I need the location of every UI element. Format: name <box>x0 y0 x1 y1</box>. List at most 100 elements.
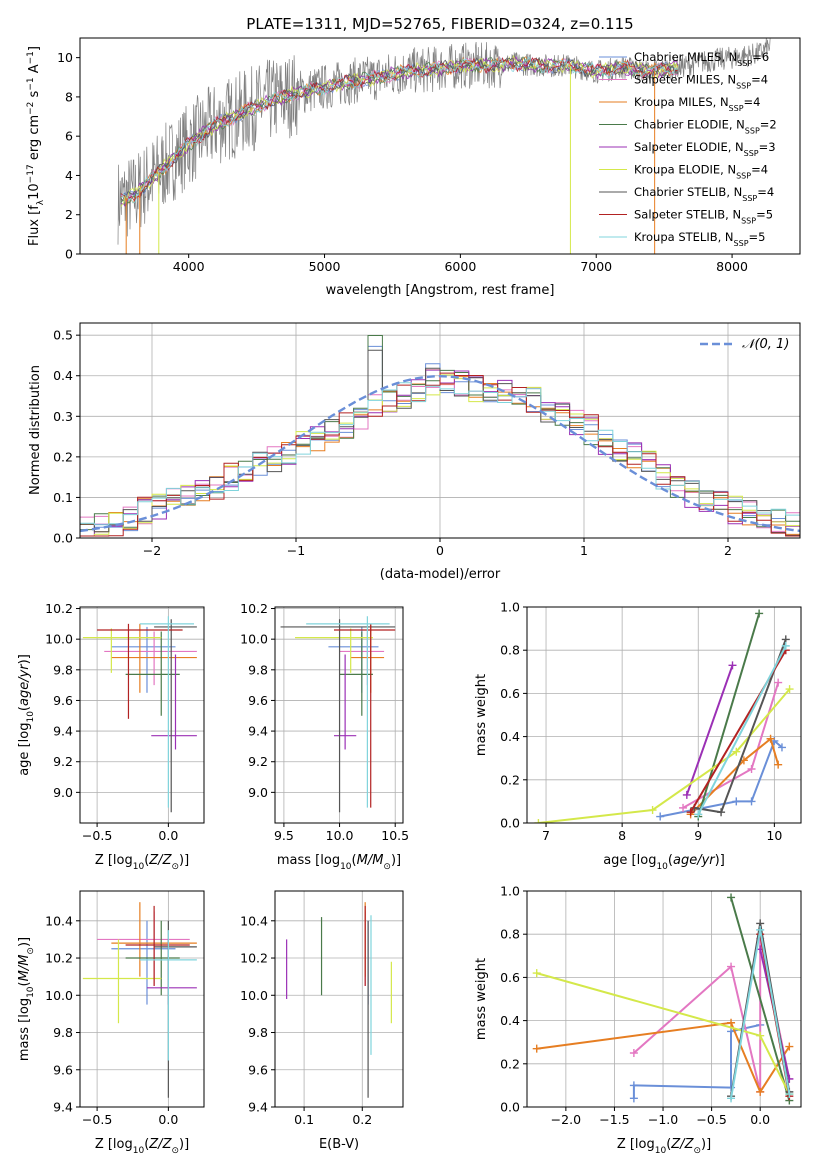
x-axis-label-part: 10 <box>340 862 352 872</box>
legend-text: Salpeter MILES, N <box>634 73 736 87</box>
weight-marker-kroupa_elodie <box>785 685 794 694</box>
legend-text: Kroupa ELODIE, N <box>634 163 736 177</box>
x-tick-label: 9.5 <box>274 828 294 843</box>
weight-marker-kroupa_miles <box>727 1018 736 1027</box>
legend-label-salpeter_miles: Salpeter MILES, NSSP=4 <box>634 73 768 91</box>
y-tick-label: 0.4 <box>500 1013 520 1028</box>
legend-text: Chabrier ELODIE, N <box>634 118 745 132</box>
y-tick-label: 0.1 <box>53 490 73 505</box>
y-tick-label: 0 <box>65 247 73 262</box>
x-axis-label-part: ( <box>668 853 673 868</box>
y-tick-label: 0.6 <box>500 686 520 701</box>
x-axis-label-part: Z [log <box>95 1137 133 1152</box>
model-line-salpeter_stelib <box>120 57 678 202</box>
legend-tail: =6 <box>752 50 769 64</box>
x-tick-label: 10.0 <box>326 828 354 843</box>
weight-marker-chabrier_stelib <box>717 808 726 817</box>
weight-line-kroupa_stelib <box>697 645 787 815</box>
weight-marker-chabrier_miles <box>656 812 665 821</box>
x-axis-label-part: )] <box>179 853 189 868</box>
x-tick-label: −0.5 <box>82 1112 112 1127</box>
y-tick-label: 9.0 <box>53 785 73 800</box>
y-tick-label: 9.2 <box>248 754 268 769</box>
y-tick-label: 0.6 <box>500 970 520 985</box>
legend-text: Chabrier MILES, N <box>634 50 737 64</box>
mass_vs_EBV-plot <box>286 902 392 1098</box>
model-line-kroupa_stelib <box>120 57 679 204</box>
age_vs_Z-plot <box>82 616 197 813</box>
legend-tail: =4 <box>757 185 774 199</box>
x-tick-label: 5000 <box>309 259 341 274</box>
y-axis-label-part: −2 <box>26 102 36 115</box>
x-tick-label: 7 <box>542 828 550 843</box>
legend-label-kroupa_elodie: Kroupa ELODIE, NSSP=4 <box>634 163 768 181</box>
legend-label-chabrier_miles: Chabrier MILES, NSSP=6 <box>634 50 769 68</box>
weight-marker-salpeter_miles <box>774 678 783 687</box>
weight-marker-salpeter_miles <box>679 803 688 812</box>
legend-tail: =5 <box>749 230 766 244</box>
weight-marker-kroupa_stelib <box>727 1094 736 1103</box>
weight-marker-kroupa_miles <box>756 1087 765 1096</box>
y-tick-label: 0.5 <box>53 328 73 343</box>
legend-sub: SSP <box>744 149 759 158</box>
y-axis-label-part: ⊙ <box>26 947 36 955</box>
x-axis-label-part: )] <box>391 853 401 868</box>
weight-marker-chabrier_elodie <box>755 609 764 618</box>
x-axis-label-part: ⊙ <box>171 862 179 872</box>
legend-text: Salpeter ELODIE, N <box>634 140 744 154</box>
weight_vs_Z-plot <box>532 893 794 1105</box>
legend-tail: =4 <box>744 95 761 109</box>
legend-label-kroupa_stelib: Kroupa STELIB, NSSP=5 <box>634 230 765 248</box>
spectrum-plot <box>117 38 771 254</box>
x-axis-label-part: ⊙ <box>693 1146 701 1156</box>
y-tick-label: 10.2 <box>45 951 73 966</box>
y-tick-label: 9.4 <box>248 724 268 739</box>
y-tick-label: 0.2 <box>500 1056 520 1071</box>
legend-sub: SSP <box>729 104 744 113</box>
y-tick-label: 10.0 <box>45 988 73 1003</box>
y-axis-label: age [log10(age/yr)] <box>17 654 36 776</box>
x-axis-label-part: Z [log <box>617 1137 655 1152</box>
x-tick-label: 8 <box>618 828 626 843</box>
y-tick-label: 10 <box>57 50 73 65</box>
y-tick-label: 0.0 <box>500 816 520 831</box>
x-axis-label-part: ⊙ <box>171 1146 179 1156</box>
age_vs_Z-axes: −0.5 0.09.09.29.49.69.810.010.2Z [log10(Z… <box>17 601 205 872</box>
y-axis-label-part: age [log <box>17 723 32 776</box>
axes-frame <box>79 37 801 255</box>
x-axis-label-part: 10 <box>656 862 668 872</box>
x-axis-label-part: Z/Z <box>148 853 172 868</box>
y-axis-label-part: −1 <box>26 77 36 90</box>
weight-marker-salpeter_miles <box>727 962 736 971</box>
weight-line-chabrier_miles <box>660 739 783 818</box>
x-axis-label: (data-model)/error <box>380 567 501 582</box>
legend-text: Chabrier STELIB, N <box>634 185 742 199</box>
y-tick-label: 2 <box>65 207 73 222</box>
y-tick-label: 9.4 <box>248 1100 268 1115</box>
model-line-salpeter_elodie <box>120 56 679 207</box>
y-tick-label: 0.4 <box>53 368 73 383</box>
y-tick-label: 9.2 <box>53 754 73 769</box>
y-tick-label: 9.8 <box>53 1025 73 1040</box>
legend-sub: SSP <box>745 126 760 135</box>
y-tick-label: 6 <box>65 129 73 144</box>
y-axis-label-part: )] <box>17 937 32 947</box>
y-tick-label: 0.0 <box>53 531 73 546</box>
y-axis-label-part: ] <box>27 46 42 51</box>
y-axis-label-part: ( <box>17 706 32 711</box>
y-tick-label: 0.8 <box>500 927 520 942</box>
weight-marker-kroupa_stelib <box>756 925 765 934</box>
weight-marker-kroupa_elodie <box>532 969 541 978</box>
y-tick-label: 9.6 <box>248 693 268 708</box>
weight-marker-kroupa_miles <box>766 734 775 743</box>
y-tick-label: 9.8 <box>248 1025 268 1040</box>
weight-marker-kroupa_stelib <box>781 641 790 650</box>
weight-line-kroupa_elodie <box>538 688 791 823</box>
legend-tail: =4 <box>751 163 768 177</box>
axes-frame <box>526 606 802 824</box>
x-axis-label-part: age [log <box>603 853 656 868</box>
y-tick-label: 9.8 <box>53 662 73 677</box>
y-axis-label-part: Flux [f <box>27 205 42 246</box>
y-axis-label-part: )] <box>17 654 32 664</box>
